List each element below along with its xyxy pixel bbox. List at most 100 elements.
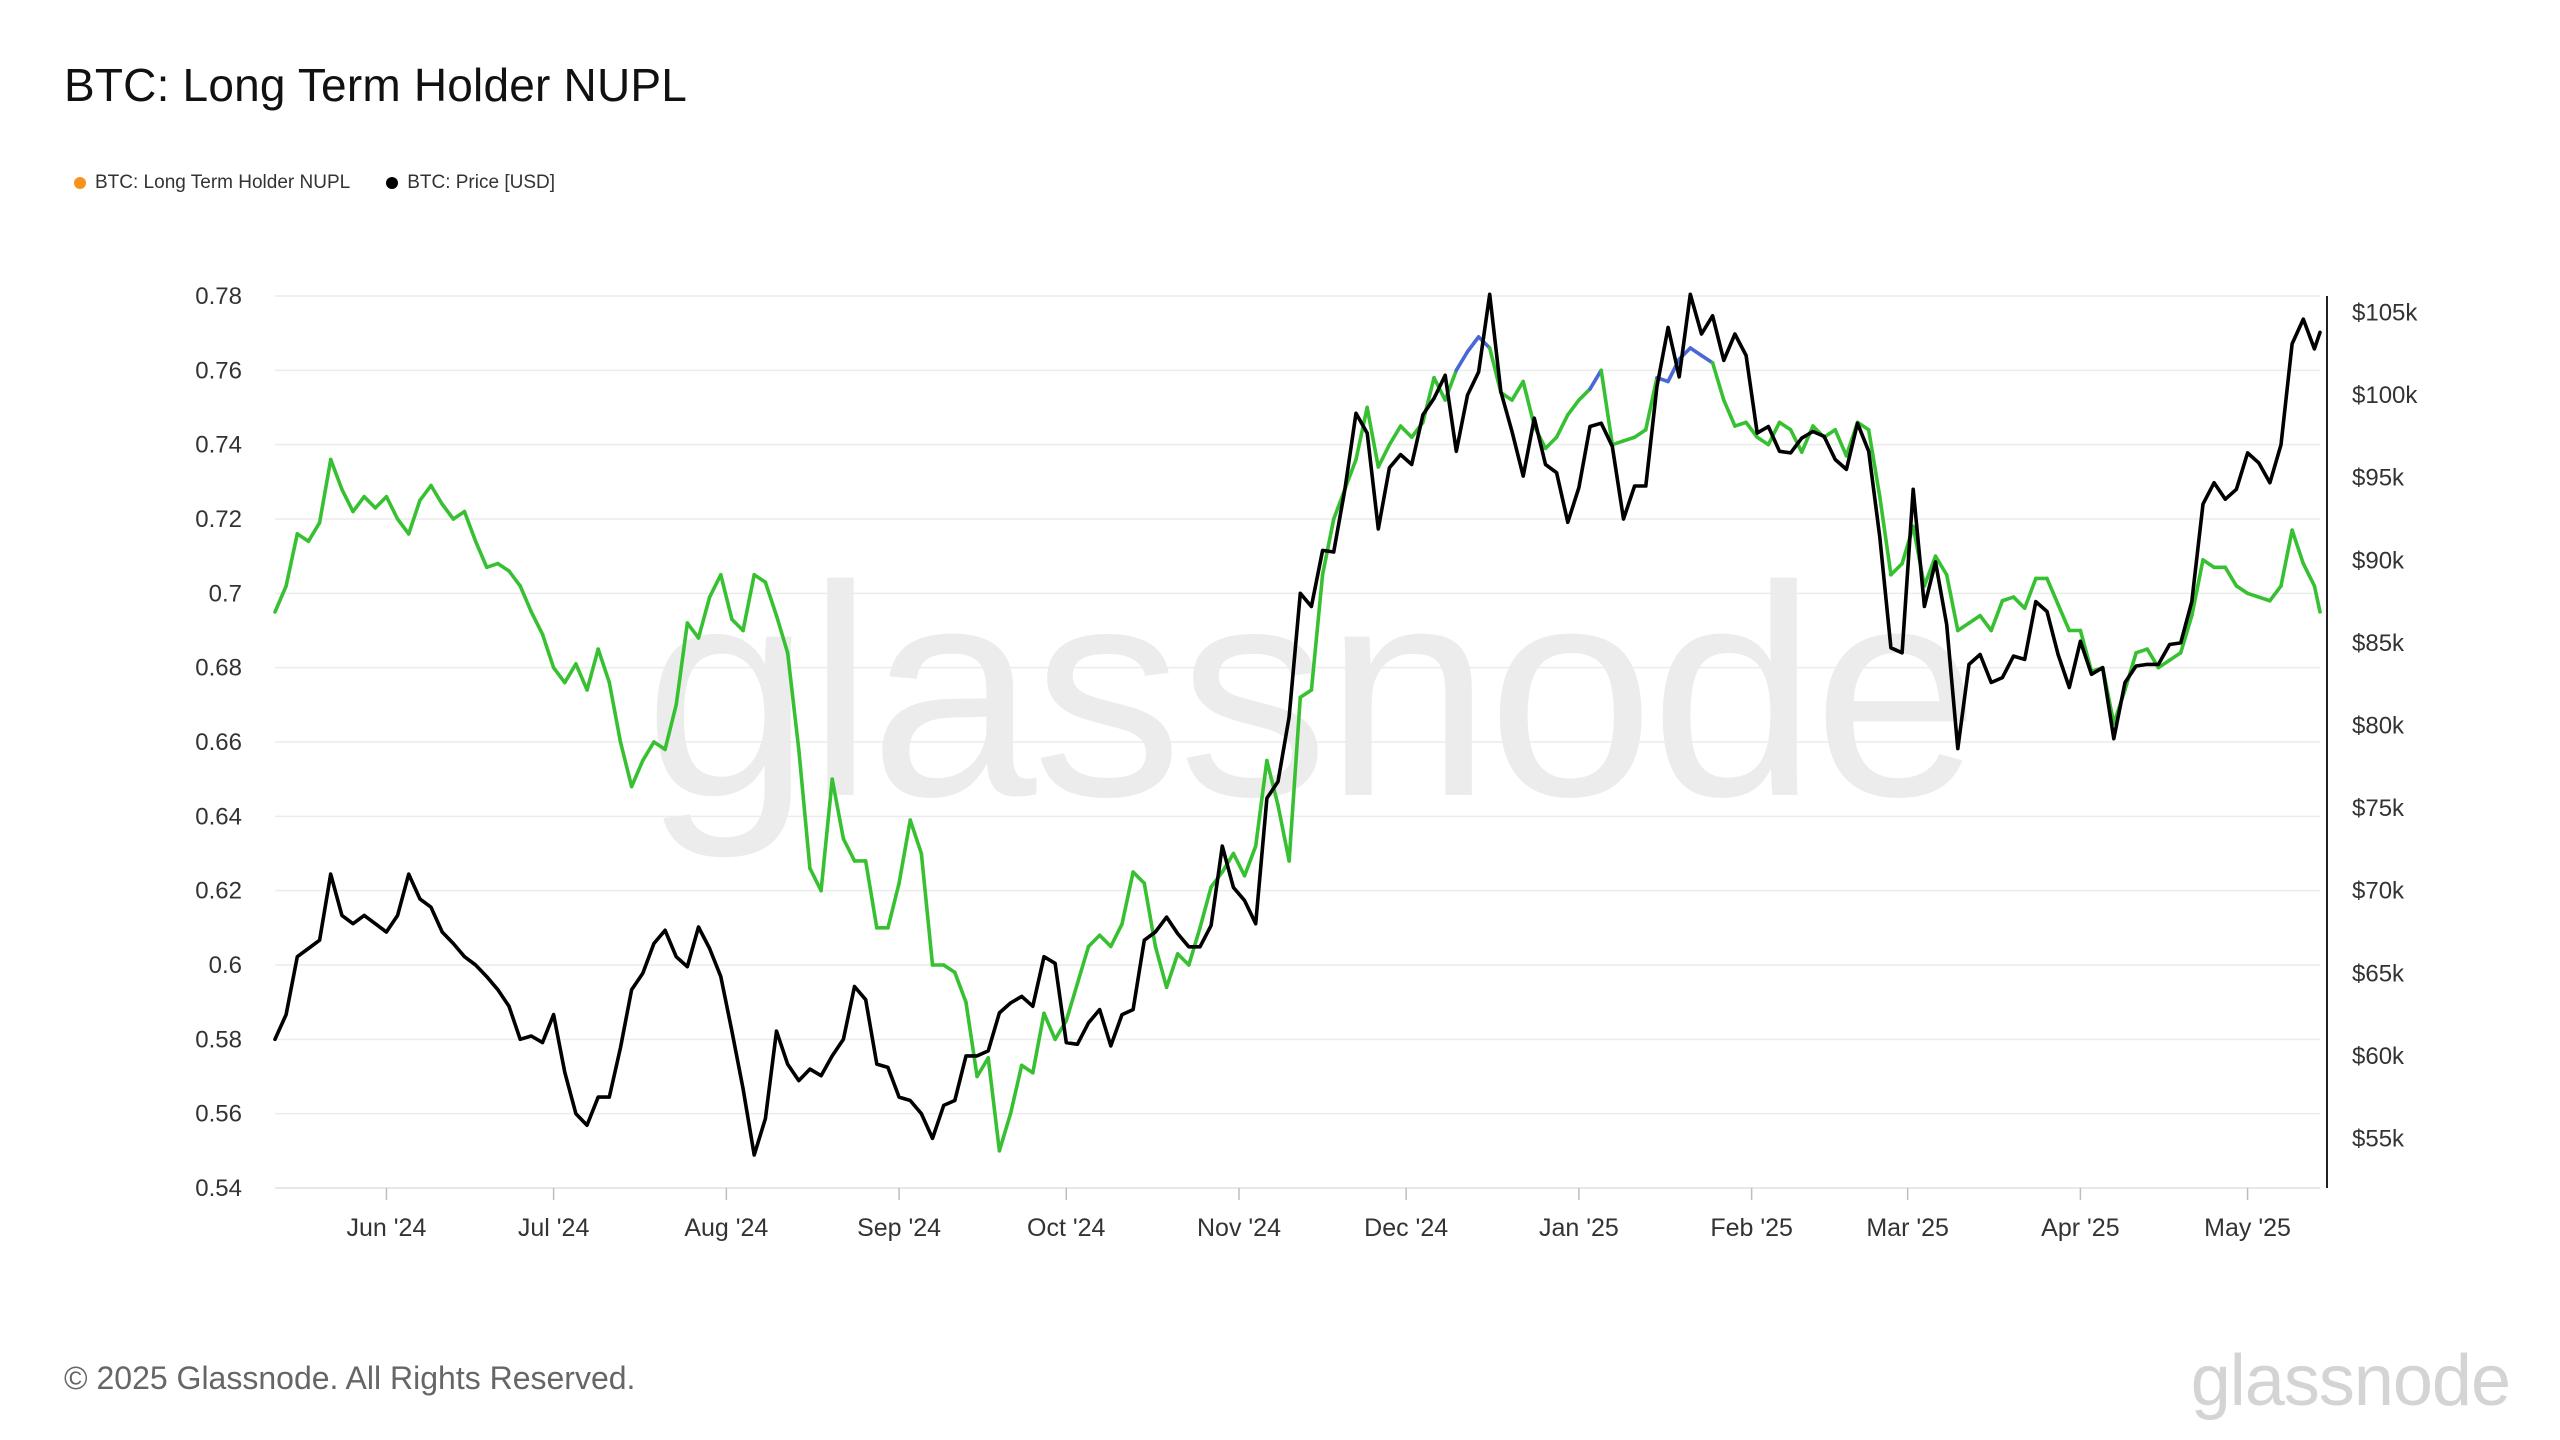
nupl-line-segment <box>351 494 366 514</box>
nupl-line-segment <box>295 532 311 544</box>
x-tick-label: Mar '25 <box>1866 1214 1949 1242</box>
y-right-tick-label: $60k <box>2352 1043 2405 1070</box>
y-right-tick-label: $70k <box>2352 878 2405 905</box>
nupl-line-segment <box>685 621 701 640</box>
nupl-line-segment <box>607 680 623 744</box>
nupl-line-segment <box>1733 420 1748 428</box>
nupl-line-segment <box>618 740 634 789</box>
nupl-line-segment <box>663 703 678 752</box>
nupl-line-segment <box>1766 420 1782 447</box>
y-left-tick-label: 0.56 <box>195 1101 242 1128</box>
nupl-line-segment <box>2190 558 2205 618</box>
nupl-line-segment <box>1889 561 1904 577</box>
x-tick-label: Dec '24 <box>1364 1214 1448 1242</box>
nupl-line-segment <box>1454 349 1470 373</box>
nupl-line-segment <box>986 1056 1002 1153</box>
nupl-line-segment <box>574 662 589 692</box>
nupl-line-segment <box>1621 435 1637 443</box>
x-tick-label: Oct '24 <box>1027 1214 1106 1242</box>
nupl-line-segment <box>1510 379 1525 402</box>
nupl-line-segment <box>819 777 835 893</box>
legend-dot-nupl <box>74 177 86 189</box>
nupl-line-segment <box>796 747 812 871</box>
nupl-line-segment <box>362 494 378 510</box>
nupl-line-segment <box>2000 595 2016 603</box>
nupl-line-segment <box>1109 922 1124 949</box>
nupl-line-segment <box>2201 558 2216 570</box>
nupl-line-segment <box>908 818 924 856</box>
nupl-line-segment <box>897 818 913 886</box>
nupl-line-segment <box>1989 598 2005 633</box>
nupl-line-segment <box>1354 405 1369 462</box>
nupl-line-segment <box>1465 335 1481 354</box>
nupl-line-segment <box>707 572 723 599</box>
y-right-tick-label: $65k <box>2352 960 2405 987</box>
price-line <box>273 292 2322 1157</box>
nupl-line-segment <box>1643 375 1659 432</box>
nupl-line-segment <box>473 539 489 570</box>
nupl-line-segment <box>1298 688 1314 700</box>
legend-dot-price <box>386 177 399 189</box>
nupl-line-segment <box>484 561 500 570</box>
nupl-line-segment <box>1632 427 1648 440</box>
nupl-line-segment <box>429 483 444 506</box>
legend-item-price[interactable]: BTC: Price [USD] <box>386 172 555 194</box>
nupl-line-segment <box>953 970 968 1004</box>
nupl-line-segment <box>1554 413 1570 440</box>
nupl-line-segment <box>2312 584 2322 614</box>
nupl-line-segment <box>2279 528 2294 588</box>
nupl-line-segment <box>1610 439 1626 447</box>
y-left-tick-label: 0.74 <box>195 432 242 459</box>
nupl-line-segment <box>1131 870 1147 886</box>
nupl-line-segment <box>317 457 333 525</box>
nupl-line-segment <box>1120 870 1135 926</box>
x-tick-label: Nov '24 <box>1197 1214 1281 1242</box>
nupl-line-segment <box>1042 1011 1057 1042</box>
nupl-line-segment <box>1822 427 1838 440</box>
nupl-line-segment <box>596 647 612 685</box>
nupl-line-segment <box>2290 528 2306 566</box>
nupl-line-segment <box>1320 517 1336 577</box>
nupl-line-segment <box>919 851 935 967</box>
nupl-line-segment <box>1387 424 1403 447</box>
nupl-line-segment <box>2045 576 2060 607</box>
nupl-line-segment <box>551 665 567 685</box>
nupl-line-segment <box>2056 602 2072 633</box>
x-tick-label: May '25 <box>2204 1214 2291 1242</box>
nupl-line-segment <box>1008 1063 1024 1116</box>
nupl-line-segment <box>1956 621 1971 633</box>
nupl-line-segment <box>462 509 478 544</box>
nupl-line-segment <box>1231 851 1247 878</box>
nupl-line-segment <box>774 613 790 655</box>
nupl-line-segment <box>1543 435 1559 451</box>
nupl-line-segment <box>1198 885 1213 930</box>
nupl-line-segment <box>2167 650 2183 663</box>
nupl-line-segment <box>997 1111 1013 1153</box>
y-right-tick-label: $75k <box>2352 795 2405 822</box>
nupl-line-segment <box>2245 591 2261 599</box>
y-left-tick-label: 0.72 <box>195 506 242 533</box>
nupl-line-segment <box>1577 387 1592 402</box>
nupl-line-segment <box>629 758 645 789</box>
nupl-line-segment <box>2156 658 2172 670</box>
nupl-line-segment <box>941 963 957 975</box>
x-tick-label: Sep '24 <box>857 1214 941 1242</box>
nupl-line-segment <box>964 1000 979 1079</box>
nupl-line-segment <box>2022 576 2038 611</box>
nupl-line-segment <box>518 584 534 614</box>
brand-logo: glassnode <box>2190 1341 2511 1421</box>
y-right-tick-label: $85k <box>2352 630 2405 657</box>
nupl-line-segment <box>507 569 522 588</box>
nupl-line-segment <box>340 487 355 514</box>
nupl-line-segment <box>1721 398 1737 428</box>
y-right-tick-label: $90k <box>2352 547 2405 574</box>
nupl-line-segment <box>273 584 288 614</box>
series-layer <box>273 292 2322 1157</box>
nupl-line-segment <box>1309 572 1325 692</box>
nupl-line-segment <box>406 498 422 536</box>
nupl-line-segment <box>2178 613 2194 655</box>
legend-item-nupl[interactable]: BTC: Long Term Holder NUPL <box>74 172 350 194</box>
x-tick-label: Aug '24 <box>684 1214 768 1242</box>
nupl-line-segment <box>1064 981 1080 1023</box>
